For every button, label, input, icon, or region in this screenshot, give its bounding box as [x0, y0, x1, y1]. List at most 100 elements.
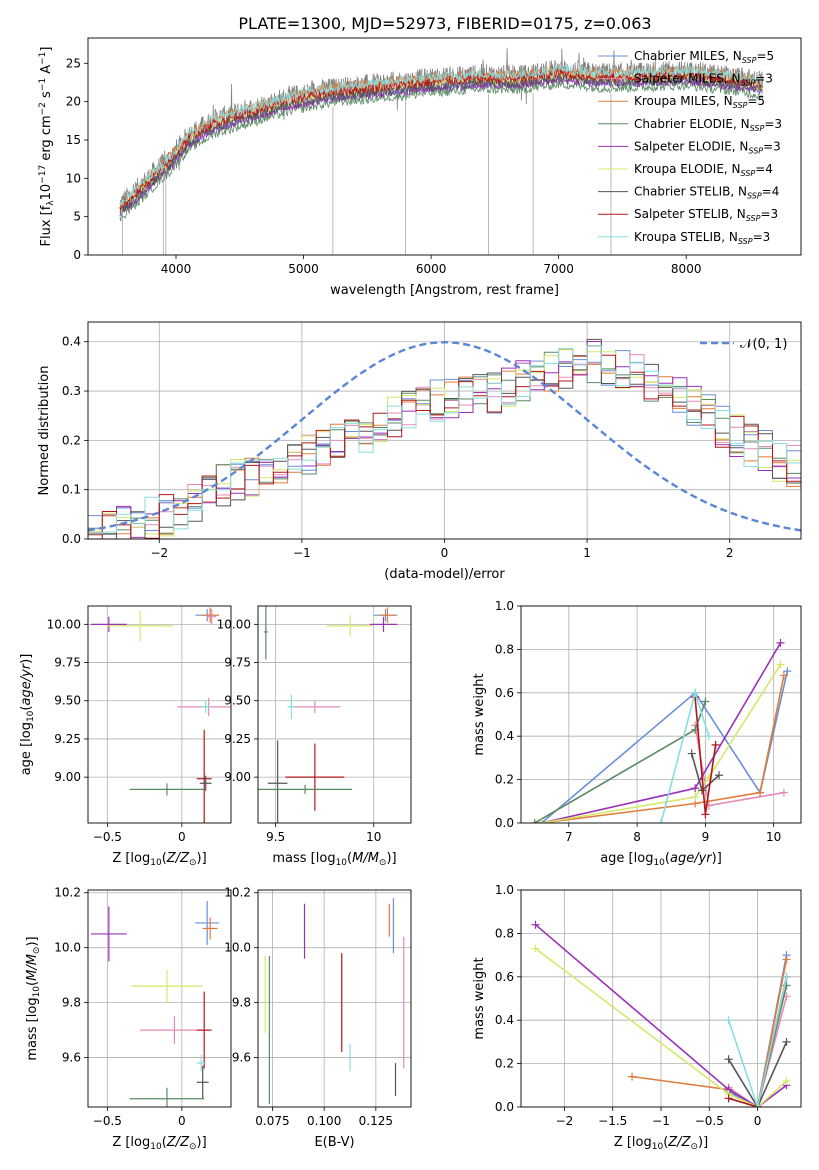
- panel-age-vs-mass: 9.5 10 9.00 9.25 9.50 9.75 10.00 mass [log10(M/…: [217, 605, 412, 868]
- y-tick-label: 0.4: [495, 1013, 514, 1027]
- panel-weight-vs-Z: −2 −1.5 −1 −0.5 0 0.0 0.2 0.4 0.6 0.8 1.0 Z [log10(…: [472, 883, 802, 1152]
- legend-label: Kroupa ELODIE, NSSP=4: [634, 162, 773, 178]
- x-tick-label: −1: [293, 546, 311, 560]
- weight-marker: [657, 819, 665, 823]
- weight-marker: [531, 944, 540, 953]
- y-tick-label: 9.8: [232, 996, 251, 1010]
- x-tick-label: 4000: [161, 262, 192, 276]
- histogram-step-line: [88, 338, 801, 539]
- weight-marker: [711, 740, 720, 749]
- y-tick-label: 10.00: [217, 617, 251, 631]
- y-axis-label: mass [log10(M/M⊙)]: [25, 936, 42, 1060]
- x-tick-label: −1.5: [598, 1114, 627, 1128]
- x-tick-label: −0.5: [93, 830, 122, 844]
- panel-mass-vs-EBV: 0.075 0.100 0.125 9.6 9.8 10.0 10.2 E(B-V): [224, 886, 412, 1150]
- grid: [88, 606, 231, 823]
- y-tick-label: 10: [66, 171, 81, 185]
- weight-line: [541, 675, 785, 823]
- x-axis-label: age [log10(age/yr)]: [600, 851, 722, 868]
- legend-label-normal: 𝒩(0, 1): [740, 337, 787, 352]
- y-tick-label: 0.8: [495, 926, 514, 940]
- y-tick-label: 9.00: [54, 770, 81, 784]
- weight-marker: [724, 1055, 733, 1064]
- y-tick-label: 9.00: [224, 770, 251, 784]
- y-tick-label: 10.2: [54, 886, 81, 900]
- weight-marker: [691, 784, 700, 793]
- legend-label: Chabrier ELODIE, NSSP=3: [634, 117, 782, 133]
- y-tick-label: 0.2: [495, 773, 514, 787]
- weight-marker: [537, 819, 546, 823]
- panel-age-vs-Z: −0.5 0 9.00 9.25 9.50 9.75 10.00 Z [log10(Z/Z⊙)…: [19, 605, 232, 868]
- x-axis-label: (data-model)/error: [384, 567, 505, 582]
- x-tick-label: 0: [178, 1114, 186, 1128]
- y-tick-label: 9.8: [62, 996, 81, 1010]
- y-tick-label: 15: [66, 133, 81, 147]
- weight-line: [728, 996, 788, 1107]
- weight-marker: [782, 972, 791, 981]
- y-axis-label: mass weight: [472, 673, 487, 755]
- spectrum-model-line: [119, 73, 764, 213]
- weight-marker: [691, 792, 700, 801]
- weight-marker: [779, 788, 788, 797]
- y-tick-label: 10.0: [54, 941, 81, 955]
- y-tick-label: 9.50: [224, 694, 251, 708]
- y-tick-label: 0.0: [495, 1100, 514, 1114]
- axes-frame: [87, 605, 232, 824]
- weight-line: [727, 976, 788, 1107]
- x-tick-label: 0.125: [359, 1114, 393, 1128]
- x-tick-label: 2: [726, 546, 734, 560]
- weight-line: [535, 947, 788, 1107]
- weight-marker: [782, 1076, 791, 1085]
- axes-frame: [257, 889, 412, 1108]
- x-tick-label: 5000: [288, 262, 319, 276]
- plot-area: [258, 606, 398, 823]
- legend-label: Salpeter MILES, NSSP=3: [634, 72, 773, 88]
- y-tick-label: 25: [66, 56, 81, 70]
- x-axis-label: mass [log10(M/M⊙)]: [272, 851, 396, 868]
- y-tick-label: 10.00: [47, 617, 81, 631]
- grid: [521, 889, 801, 1108]
- y-tick-label: 9.50: [54, 694, 81, 708]
- x-tick-label: 9: [702, 830, 710, 844]
- x-tick-label: 10: [366, 830, 381, 844]
- legend: Chabrier MILES, NSSP=5 Salpeter MILES, NS…: [598, 49, 782, 246]
- weight-marker: [531, 920, 540, 929]
- figure-title: PLATE=1300, MJD=52973, FIBERID=0175, z=0…: [238, 14, 651, 33]
- y-tick-label: 10.0: [224, 941, 251, 955]
- x-axis-label: Z [log10(Z/Z⊙)]: [614, 1135, 708, 1152]
- y-tick-label: 9.25: [54, 732, 81, 746]
- y-axis-label: Normed distribution: [37, 366, 52, 496]
- weight-marker: [697, 786, 706, 795]
- legend-label: Salpeter ELODIE, NSSP=3: [634, 139, 781, 155]
- y-tick-label: 0.8: [495, 642, 514, 656]
- x-tick-label: 10: [766, 830, 781, 844]
- y-tick-label: 0: [73, 248, 81, 262]
- x-tick-label: 0.075: [255, 1114, 289, 1128]
- grid: [88, 890, 231, 1107]
- x-axis-label: wavelength [Angstrom, rest frame]: [330, 283, 559, 298]
- x-tick-label: −0.5: [93, 1114, 122, 1128]
- x-tick-label: 0: [178, 830, 186, 844]
- y-tick-label: 9.75: [224, 656, 251, 670]
- axes-frame: [87, 321, 802, 540]
- weight-marker: [687, 749, 696, 758]
- y-tick-label: 5: [73, 210, 81, 224]
- spectrum-model-line: [119, 79, 764, 222]
- weight-marker: [779, 671, 788, 680]
- weight-marker: [776, 660, 785, 669]
- axes-frame: [520, 605, 802, 824]
- legend-label: Chabrier STELIB, NSSP=4: [634, 185, 779, 201]
- legend-label: Kroupa STELIB, NSSP=3: [634, 230, 770, 246]
- x-tick-label: 8: [633, 830, 641, 844]
- x-tick-label: 0: [441, 546, 449, 560]
- spectrum-model-line: [119, 63, 763, 206]
- weight-marker: [724, 1094, 733, 1103]
- x-tick-label: −2: [150, 546, 168, 560]
- y-tick-label: 0.6: [495, 970, 514, 984]
- y-tick-label: 0.0: [62, 532, 81, 546]
- x-tick-label: −2: [556, 1114, 574, 1128]
- legend-label: Chabrier MILES, NSSP=5: [634, 49, 774, 65]
- panel-residuals: −2 −1 0 1 2 0.0 0.1 0.2 0.3 0.4 𝒩(0, 1) (data-model…: [37, 321, 802, 582]
- weight-marker: [756, 788, 765, 797]
- y-tick-label: 20: [66, 95, 81, 109]
